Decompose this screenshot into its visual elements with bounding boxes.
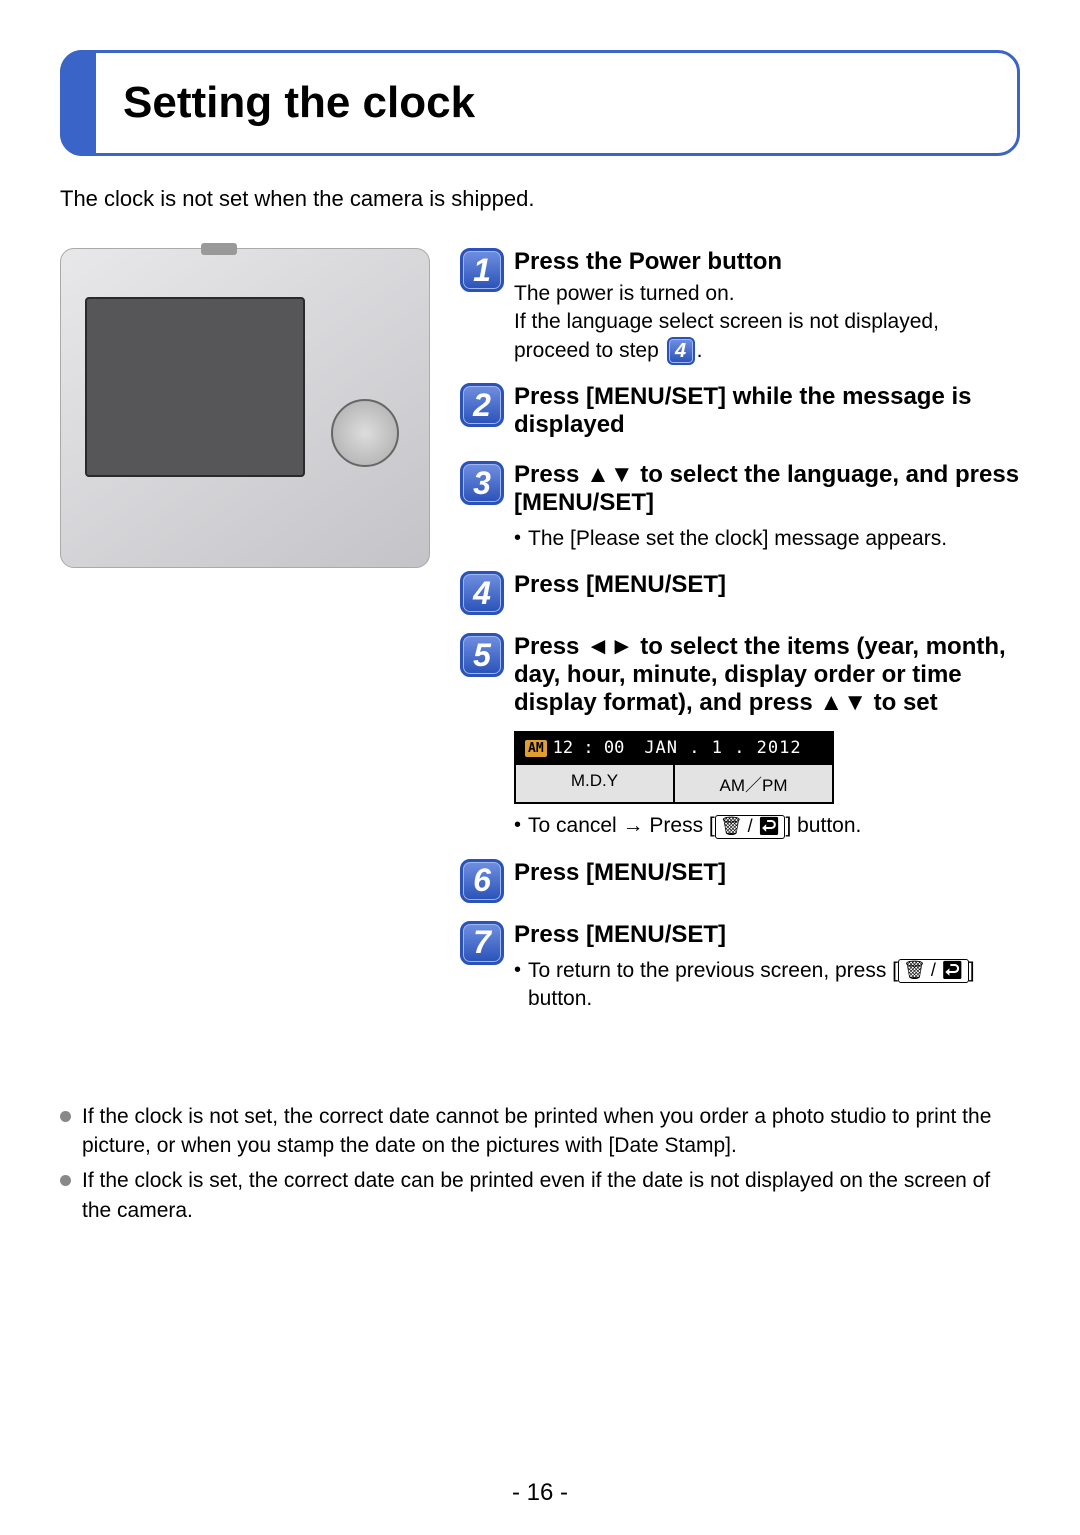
clock-format-row: M.D.Y AM／PM xyxy=(515,764,833,803)
am-badge: AM xyxy=(525,740,547,757)
step-title: Press [MENU/SET] xyxy=(514,859,1020,887)
down-arrow-icon xyxy=(843,689,867,716)
up-arrow-icon xyxy=(586,461,610,488)
step-6: 6 Press [MENU/SET] xyxy=(460,859,1020,903)
footnote-2: If the clock is set, the correct date ca… xyxy=(60,1166,1020,1225)
page-number: - 16 - xyxy=(0,1479,1080,1507)
step-title: Press [MENU/SET] while the message is di… xyxy=(514,383,1020,439)
clock-datetime-row: AM 12 : 00 JAN . 1 . 2012 xyxy=(515,732,833,764)
step-4: 4 Press [MENU/SET] xyxy=(460,571,1020,615)
step-desc: The power is turned on. If the language … xyxy=(514,280,1020,365)
camera-dpad-graphic xyxy=(331,399,399,467)
step-2: 2 Press [MENU/SET] while the message is … xyxy=(460,383,1020,443)
header-tab xyxy=(60,50,96,156)
step1-desc-pre: The power is turned on. If the language … xyxy=(514,282,939,362)
s7-pre: To return to the previous screen, press … xyxy=(528,959,898,982)
t5a: Press xyxy=(514,633,586,660)
step-number-icon: 6 xyxy=(460,859,504,903)
content-row: 1 Press the Power button The power is tu… xyxy=(60,248,1020,1032)
t3a: Press xyxy=(514,461,586,488)
clock-time-format: AM／PM xyxy=(674,764,833,803)
step-7: 7 Press [MENU/SET] To return to the prev… xyxy=(460,921,1020,1014)
step5-cancel: To cancel → Press [🗑 / ↩] button. xyxy=(514,812,1020,840)
right-arrow-icon xyxy=(610,633,634,660)
step-number-icon: 1 xyxy=(460,248,504,292)
steps-column: 1 Press the Power button The power is tu… xyxy=(460,248,1020,1032)
up-arrow-icon xyxy=(819,689,843,716)
clock-time: 12 : 00 xyxy=(553,738,625,758)
inline-step-ref-icon: 4 xyxy=(667,337,695,365)
step-title: Press to select the language, and press … xyxy=(514,461,1020,517)
step-number-icon: 3 xyxy=(460,461,504,505)
footnote-1: If the clock is not set, the correct dat… xyxy=(60,1102,1020,1161)
camera-screen-graphic xyxy=(85,297,305,477)
camera-power-button-graphic xyxy=(201,243,237,255)
step-title: Press [MENU/SET] xyxy=(514,571,1020,599)
camera-illustration xyxy=(60,248,430,568)
step3-sub: The [Please set the clock] message appea… xyxy=(514,525,1020,553)
cancel-pre: To cancel → Press [ xyxy=(528,814,715,837)
step-title: Press the Power button xyxy=(514,248,1020,276)
step-title: Press [MENU/SET] xyxy=(514,921,1020,949)
step-5: 5 Press to select the items (year, month… xyxy=(460,633,1020,840)
section-header: Setting the clock xyxy=(60,50,1020,156)
clock-date: JAN . 1 . 2012 xyxy=(644,738,801,758)
step-1: 1 Press the Power button The power is tu… xyxy=(460,248,1020,365)
t5c: to set xyxy=(867,689,938,716)
camera-column xyxy=(60,248,440,1032)
trash-back-icon: 🗑 / ↩ xyxy=(715,815,786,839)
cancel-post: ] button. xyxy=(785,814,861,837)
down-arrow-icon xyxy=(610,461,634,488)
left-arrow-icon xyxy=(586,633,610,660)
intro-text: The clock is not set when the camera is … xyxy=(60,186,1020,212)
page-title: Setting the clock xyxy=(123,78,475,128)
step7-sub: To return to the previous screen, press … xyxy=(514,957,1020,1014)
step-title: Press to select the items (year, month, … xyxy=(514,633,1020,717)
step-number-icon: 2 xyxy=(460,383,504,427)
trash-back-icon: 🗑 / ↩ xyxy=(898,959,969,983)
clock-date-format: M.D.Y xyxy=(515,764,674,803)
step1-desc-post: . xyxy=(697,339,703,362)
step-number-icon: 5 xyxy=(460,633,504,677)
clock-settings-mock: AM 12 : 00 JAN . 1 . 2012 M.D.Y AM／PM xyxy=(514,731,834,804)
step-3: 3 Press to select the language, and pres… xyxy=(460,461,1020,553)
footnotes: If the clock is not set, the correct dat… xyxy=(60,1102,1020,1226)
step-number-icon: 4 xyxy=(460,571,504,615)
step-number-icon: 7 xyxy=(460,921,504,965)
